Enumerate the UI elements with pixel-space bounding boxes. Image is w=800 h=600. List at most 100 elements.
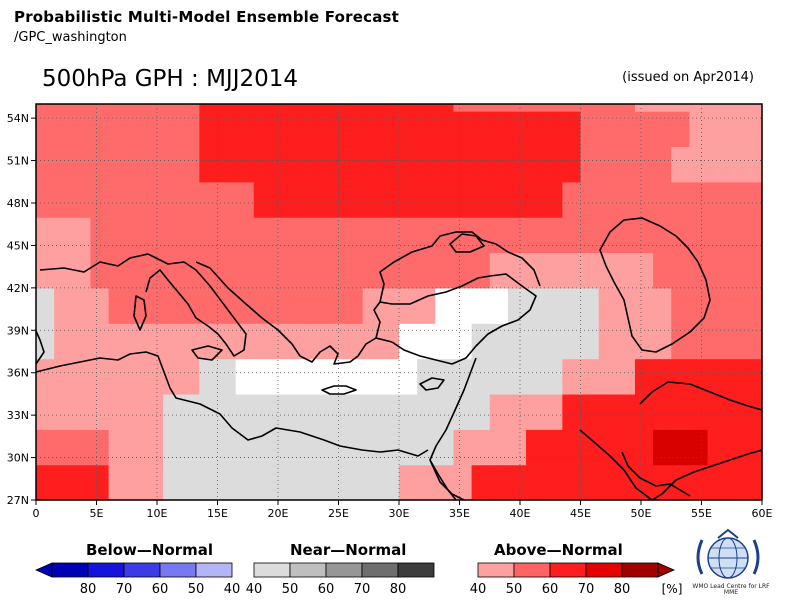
- probability-cell: [689, 393, 709, 430]
- probability-cell: [544, 181, 563, 218]
- probability-cell: [616, 217, 636, 254]
- probability-cell: [308, 252, 327, 289]
- probability-cell: [36, 464, 55, 501]
- probability-cell: [725, 217, 745, 254]
- legend-swatch: [51, 562, 89, 578]
- probability-cell: [453, 464, 473, 501]
- lon-label: 15E: [207, 507, 228, 520]
- probability-cell: [544, 111, 563, 148]
- probability-cell: [580, 181, 600, 218]
- probability-cell: [271, 464, 291, 501]
- probability-cells: [36, 104, 763, 501]
- probability-cell: [144, 104, 164, 112]
- probability-cell: [217, 217, 237, 254]
- probability-cell: [671, 104, 690, 112]
- probability-cell: [36, 323, 55, 360]
- probability-cell: [326, 217, 346, 254]
- probability-cell: [326, 323, 346, 360]
- probability-cell: [326, 146, 346, 183]
- probability-cell: [562, 429, 582, 466]
- probability-cell: [417, 104, 436, 112]
- probability-cell: [507, 323, 527, 360]
- probability-cell: [507, 111, 527, 148]
- probability-cell: [671, 181, 690, 218]
- probability-cell: [199, 104, 219, 112]
- lon-label: 25E: [328, 507, 349, 520]
- legend-label: 40: [224, 582, 241, 597]
- probability-cell: [707, 323, 727, 360]
- probability-cell: [598, 429, 618, 466]
- legend-swatch: [159, 562, 197, 578]
- probability-cell: [725, 287, 745, 324]
- probability-cell: [689, 464, 709, 501]
- probability-cell: [471, 287, 491, 324]
- legend-swatch: [585, 562, 623, 578]
- probability-cell: [435, 181, 455, 218]
- probability-cell: [435, 429, 455, 466]
- probability-cell: [271, 358, 291, 395]
- probability-cell: [634, 146, 654, 183]
- probability-cell: [199, 287, 219, 324]
- probability-cell: [544, 393, 563, 430]
- probability-cell: [126, 146, 146, 183]
- map-frame: [35, 103, 763, 501]
- probability-cell: [362, 464, 382, 501]
- probability-cell: [616, 393, 636, 430]
- logo-caption: WMO Lead Centre for LRF MME: [692, 583, 770, 596]
- probability-cell: [707, 111, 727, 148]
- probability-cell: [453, 429, 473, 466]
- page-title: Probabilistic Multi-Model Ensemble Forec…: [14, 8, 400, 26]
- probability-cell: [507, 393, 527, 430]
- probability-cell: [544, 358, 563, 395]
- probability-cell: [235, 358, 255, 395]
- probability-cell: [526, 217, 545, 254]
- probability-cell: [399, 358, 418, 395]
- probability-cell: [181, 181, 200, 218]
- probability-cell: [580, 287, 600, 324]
- probability-cell: [671, 393, 690, 430]
- probability-cell: [453, 217, 473, 254]
- probability-cell: [144, 287, 164, 324]
- probability-cell: [108, 111, 128, 148]
- coastline-turkey: [375, 273, 537, 365]
- probability-cell: [616, 104, 636, 112]
- probability-cell: [90, 104, 110, 112]
- probability-cell: [181, 146, 200, 183]
- probability-cell: [471, 217, 491, 254]
- probability-cell: [380, 287, 400, 324]
- probability-cell: [380, 217, 400, 254]
- probability-cell: [598, 393, 618, 430]
- probability-cell: [653, 287, 672, 324]
- probability-cell: [562, 104, 582, 112]
- probability-cell: [308, 111, 327, 148]
- probability-cell: [271, 146, 291, 183]
- coastline-iberia: [35, 330, 45, 365]
- probability-cell: [689, 146, 709, 183]
- coastline-north-africa: [35, 351, 429, 457]
- probability-cell: [471, 252, 491, 289]
- probability-cell: [72, 393, 92, 430]
- probability-cell: [634, 252, 654, 289]
- probability-cell: [526, 358, 545, 395]
- probability-cell: [235, 287, 255, 324]
- legend-label: 50: [282, 582, 299, 597]
- legend-swatch: [397, 562, 435, 578]
- probability-cell: [653, 146, 672, 183]
- probability-cell: [689, 323, 709, 360]
- probability-cell: [707, 464, 727, 501]
- probability-cell: [526, 323, 545, 360]
- probability-cell: [362, 217, 382, 254]
- legend-swatch: [87, 562, 125, 578]
- probability-cell: [308, 146, 327, 183]
- probability-cell: [417, 393, 436, 430]
- coastline-sardinia: [133, 295, 147, 331]
- legend-label: 40: [470, 582, 487, 597]
- probability-cell: [271, 111, 291, 148]
- legend-swatch: [253, 562, 291, 578]
- probability-cell: [217, 104, 237, 112]
- probability-cell: [580, 393, 600, 430]
- probability-cell: [271, 393, 291, 430]
- probability-cell: [199, 111, 219, 148]
- probability-cell: [144, 146, 164, 183]
- legend-swatch: [361, 562, 399, 578]
